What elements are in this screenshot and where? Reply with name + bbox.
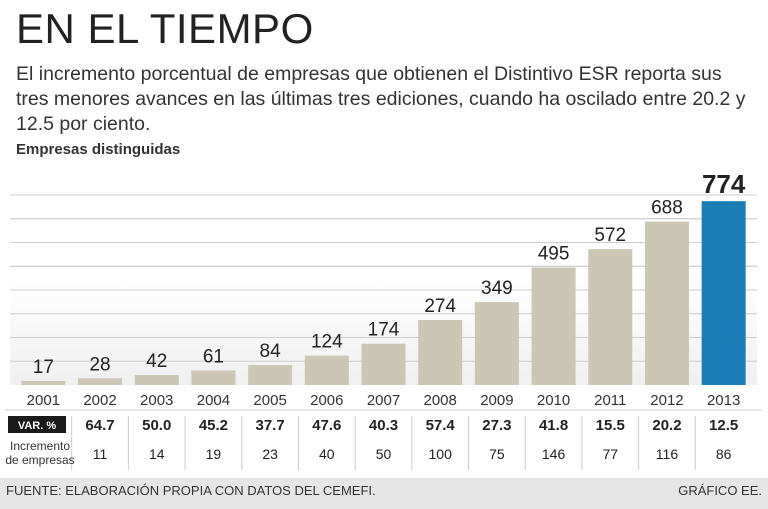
increment-value-2010: 146 xyxy=(542,446,566,462)
year-label-2009: 2009 xyxy=(480,392,513,409)
bar-2005 xyxy=(248,365,293,385)
var-value-2002: 64.7 xyxy=(85,417,114,434)
bar-2009 xyxy=(474,302,519,385)
year-label-2003: 2003 xyxy=(140,392,173,409)
value-label-2007: 174 xyxy=(368,320,400,341)
var-value-2010: 41.8 xyxy=(539,417,568,434)
bar-2007 xyxy=(361,343,406,385)
source-note: FUENTE: ELABORACIÓN PROPIA CON DATOS DEL… xyxy=(6,483,376,498)
increment-value-2004: 19 xyxy=(206,446,222,462)
bar-2001 xyxy=(21,380,66,385)
value-label-2010: 495 xyxy=(538,243,570,264)
value-label-2003: 42 xyxy=(146,351,167,372)
chart-section-label: Empresas distinguidas xyxy=(16,141,181,158)
bar-2008 xyxy=(418,319,463,385)
value-label-2009: 349 xyxy=(481,278,513,299)
var-label-background xyxy=(8,416,66,433)
increment-value-2009: 75 xyxy=(489,446,505,462)
year-label-2004: 2004 xyxy=(197,392,230,409)
page-title: EN EL TIEMPO xyxy=(16,5,314,52)
value-label-2001: 17 xyxy=(33,357,54,378)
increment-row-label-line2: de empresas xyxy=(5,453,74,467)
value-label-2008: 274 xyxy=(424,296,456,317)
increment-value-2002: 11 xyxy=(93,446,108,462)
var-value-2009: 27.3 xyxy=(482,417,511,434)
subtitle: El incremento porcentual de empresas que… xyxy=(16,63,746,135)
year-label-2013: 2013 xyxy=(707,392,740,409)
bar-2002 xyxy=(78,378,123,385)
increment-value-2008: 100 xyxy=(429,446,453,462)
credit-note: GRÁFICO EE. xyxy=(678,483,762,498)
var-value-2013: 12.5 xyxy=(709,417,738,434)
value-label-2011: 572 xyxy=(594,225,626,246)
bar-2013 xyxy=(701,201,746,385)
year-label-2012: 2012 xyxy=(650,392,683,409)
year-label-2008: 2008 xyxy=(424,392,457,409)
bar-2012 xyxy=(644,221,689,385)
var-value-2011: 15.5 xyxy=(596,417,625,434)
value-label-2005: 84 xyxy=(260,341,282,362)
footer: FUENTE: ELABORACIÓN PROPIA CON DATOS DEL… xyxy=(0,478,768,509)
increment-value-2007: 50 xyxy=(376,446,392,462)
bar-2003 xyxy=(134,375,179,385)
value-label-2002: 28 xyxy=(89,354,110,375)
bar-2004 xyxy=(191,370,236,385)
var-value-2004: 45.2 xyxy=(199,417,228,434)
bar-2010 xyxy=(531,267,576,385)
var-row-label: VAR. % xyxy=(18,420,57,432)
year-label-2010: 2010 xyxy=(537,392,570,409)
value-label-2006: 124 xyxy=(311,332,343,353)
var-value-2012: 20.2 xyxy=(652,417,681,434)
var-value-2005: 37.7 xyxy=(256,417,285,434)
bar-chart: 17 2001 28 2002 42 2003 61 2004 84 2005 124 2006 174… xyxy=(5,169,762,470)
increment-value-2011: 77 xyxy=(602,446,618,462)
var-value-2008: 57.4 xyxy=(426,417,456,434)
bar-2006 xyxy=(304,355,349,385)
year-label-2001: 2001 xyxy=(27,392,60,409)
var-value-2007: 40.3 xyxy=(369,417,398,434)
value-label-2012: 688 xyxy=(651,198,683,219)
increment-row-label-line1: Incremento xyxy=(10,439,70,453)
increment-value-2003: 14 xyxy=(149,446,165,462)
increment-value-2012: 116 xyxy=(656,446,679,462)
year-label-2002: 2002 xyxy=(83,392,116,409)
year-label-2007: 2007 xyxy=(367,392,400,409)
increment-value-2005: 23 xyxy=(262,446,278,462)
year-label-2011: 2011 xyxy=(594,392,626,409)
value-label-2004: 61 xyxy=(203,347,224,368)
var-value-2003: 50.0 xyxy=(142,417,171,434)
bar-2011 xyxy=(588,249,633,385)
value-label-2013: 774 xyxy=(702,169,746,199)
var-value-2006: 47.6 xyxy=(312,417,341,434)
year-label-2005: 2005 xyxy=(253,392,286,409)
increment-value-2013: 86 xyxy=(716,446,732,462)
increment-value-2006: 40 xyxy=(319,446,335,462)
year-label-2006: 2006 xyxy=(310,392,343,409)
